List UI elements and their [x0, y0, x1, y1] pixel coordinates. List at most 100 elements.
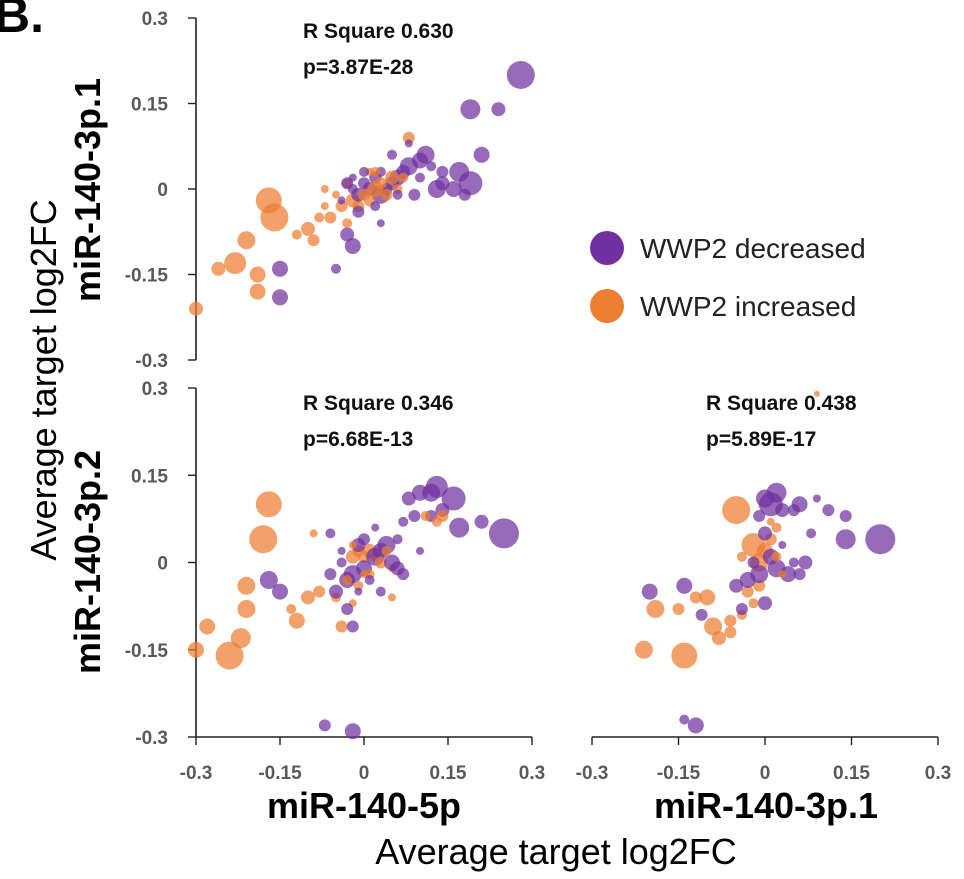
point-decreased [747, 556, 760, 569]
p-value-label: p=5.89E-17 [706, 428, 816, 451]
point-decreased [340, 227, 355, 242]
point-decreased [337, 546, 346, 555]
x-tick-label: 0.3 [925, 763, 951, 784]
point-decreased [865, 524, 896, 555]
point-increased [778, 570, 787, 579]
point-decreased [408, 510, 421, 522]
point-decreased [812, 494, 821, 503]
point-increased [360, 570, 368, 579]
point-increased [211, 261, 226, 276]
point-increased [309, 529, 318, 538]
point-decreased [359, 166, 369, 177]
point-decreased [318, 719, 331, 732]
point-increased [335, 620, 348, 633]
point-increased [388, 593, 396, 602]
point-increased [813, 390, 820, 397]
x-tick-label: 0 [760, 763, 771, 784]
point-decreased [416, 546, 424, 555]
y-tick-label: 0 [157, 180, 168, 201]
y-axis-title: Average target log2FC [23, 199, 64, 561]
point-increased [634, 640, 653, 659]
point-increased [230, 628, 251, 649]
point-decreased [329, 584, 343, 599]
p-value-label: p=3.87E-28 [303, 56, 414, 79]
point-decreased [371, 523, 380, 532]
point-decreased [387, 149, 397, 160]
point-increased [249, 525, 278, 554]
point-decreased [687, 717, 704, 734]
point-decreased [473, 146, 490, 163]
point-decreased [458, 188, 471, 201]
point-decreased [392, 534, 403, 545]
point-decreased [758, 596, 772, 611]
y-tick-label: -0.15 [125, 266, 169, 287]
point-decreased [324, 568, 337, 581]
row-label-bottom: miR-140-3p.2 [67, 450, 108, 674]
point-increased [748, 598, 759, 609]
scatter-panel-2: -0.3 -0.15 0 0.15 0.3 -0.3 -0.15 0 0.15 0.3 R Squa… [125, 379, 546, 784]
point-increased [374, 177, 387, 190]
point-decreased [491, 102, 506, 117]
point-increased [332, 190, 340, 199]
point-decreased [793, 568, 806, 581]
point-decreased [336, 557, 347, 568]
point-decreased [337, 196, 346, 205]
point-increased [348, 541, 357, 549]
point-decreased [695, 608, 708, 621]
point-increased [314, 212, 325, 223]
point-increased [237, 600, 256, 618]
x-tick-label: 0.15 [430, 763, 467, 784]
point-decreased [259, 571, 278, 589]
point-increased [741, 585, 754, 598]
point-decreased [445, 181, 462, 197]
point-increased [288, 612, 305, 629]
legend: WWP2 decreased WWP2 increased [590, 231, 866, 323]
point-increased [711, 631, 726, 646]
point-decreased [272, 260, 288, 277]
point-decreased [729, 578, 744, 593]
point-decreased [354, 587, 363, 596]
point-increased [320, 202, 329, 211]
y-tick-label: 0.3 [142, 9, 168, 30]
r-square-label: R Square 0.630 [303, 20, 454, 43]
point-increased [313, 585, 326, 598]
y-tick-label: 0 [157, 554, 168, 575]
y-tick-label: 0.3 [142, 379, 168, 400]
point-decreased [676, 577, 693, 594]
point-decreased [375, 586, 386, 597]
point-decreased [325, 528, 336, 539]
point-decreased [404, 139, 413, 148]
point-decreased [474, 514, 489, 529]
y-tick-label: -0.15 [125, 641, 169, 662]
point-decreased [346, 620, 359, 633]
point-increased [671, 642, 698, 669]
point-decreased [398, 516, 409, 527]
y-tick-label: 0.15 [131, 466, 168, 487]
point-decreased [506, 61, 535, 89]
point-decreased [272, 289, 288, 306]
point-increased [646, 600, 665, 618]
legend-marker-decreased [590, 231, 624, 265]
x-tick-label: -0.3 [576, 763, 609, 784]
point-decreased [756, 489, 774, 508]
point-decreased [753, 510, 766, 522]
point-increased [324, 211, 337, 224]
point-increased [402, 131, 415, 144]
x-tick-label: -0.15 [657, 763, 701, 784]
x-tick-label: -0.3 [180, 763, 213, 784]
point-decreased [739, 572, 756, 588]
point-increased [385, 170, 399, 185]
point-decreased [272, 583, 288, 600]
point-increased [215, 641, 244, 670]
point-increased [374, 556, 387, 569]
point-decreased [758, 526, 772, 541]
row-label-top: miR-140-3p.1 [67, 78, 108, 302]
point-decreased [376, 219, 385, 228]
r-square-label: R Square 0.438 [706, 392, 857, 415]
legend-label-decreased: WWP2 decreased [640, 233, 866, 264]
point-decreased [422, 483, 441, 502]
point-increased [704, 617, 723, 636]
col-label-left: miR-140-5p [267, 785, 461, 826]
x-tick-label: 0.15 [833, 763, 870, 784]
point-increased [255, 491, 282, 518]
